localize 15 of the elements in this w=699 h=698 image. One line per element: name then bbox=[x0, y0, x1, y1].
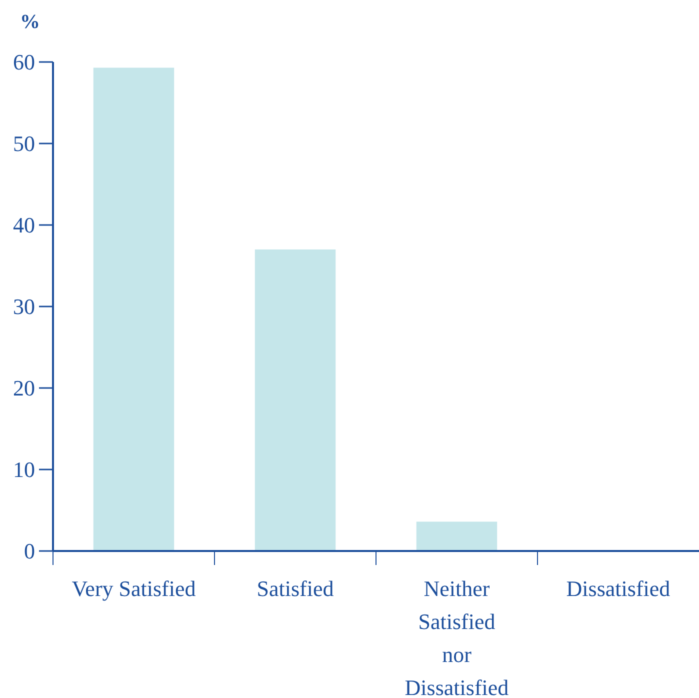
x-tick-label: Neither Satisfied nor Dissatisfied bbox=[404, 576, 509, 698]
x-tick-label: Dissatisfied bbox=[566, 576, 670, 601]
y-tick-label: 40 bbox=[13, 212, 35, 238]
y-tick-label: 30 bbox=[13, 294, 35, 320]
x-tick-label: Very Satisfied bbox=[72, 576, 196, 601]
y-axis-title: % bbox=[20, 11, 40, 33]
y-tick-label: 50 bbox=[13, 131, 35, 156]
y-tick-label: 60 bbox=[13, 50, 35, 75]
y-tick-label: 0 bbox=[24, 538, 35, 564]
y-tick-label: 20 bbox=[13, 376, 35, 401]
y-tick-label: 10 bbox=[13, 457, 35, 482]
bar bbox=[254, 249, 336, 551]
bar bbox=[93, 68, 174, 551]
bar bbox=[416, 522, 498, 551]
x-tick-label: Satisfied bbox=[256, 576, 334, 601]
